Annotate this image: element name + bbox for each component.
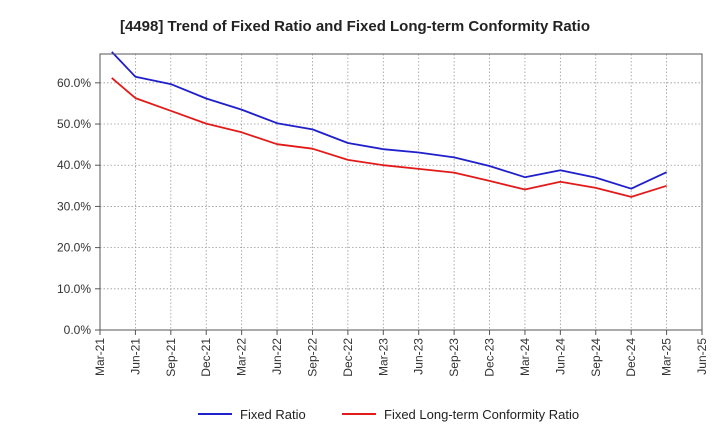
grid xyxy=(100,54,702,330)
series-line-0 xyxy=(111,51,667,190)
legend-label: Fixed Long-term Conformity Ratio xyxy=(384,407,579,422)
x-tick-label: Mar-25 xyxy=(660,338,674,376)
x-tick-label: Sep-23 xyxy=(447,338,461,377)
x-axis-ticks: Mar-21 Jun-21 Sep-21 Dec-21 Mar-22 Jun-22 Sep-… xyxy=(93,330,709,377)
legend: Fixed Ratio Fixed Long-term Conformity Ra… xyxy=(198,407,579,422)
plot-area-border xyxy=(99,53,703,331)
x-tick-label: Sep-22 xyxy=(305,338,319,377)
y-tick-label: 10.0% xyxy=(57,282,91,296)
y-axis-ticks: 0.0% 10.0% 20.0% 30.0% 40.0% 50.0% 60.0% xyxy=(57,76,100,337)
x-tick-label: Mar-21 xyxy=(93,338,107,376)
x-tick-label: Dec-22 xyxy=(341,338,355,377)
y-tick-label: 40.0% xyxy=(57,158,91,172)
x-tick-label: Mar-23 xyxy=(376,338,390,376)
x-tick-label: Jun-23 xyxy=(412,338,426,375)
y-tick-label: 50.0% xyxy=(57,117,91,131)
y-tick-label: 0.0% xyxy=(64,323,92,337)
x-tick-label: Dec-24 xyxy=(624,338,638,377)
x-tick-label: Dec-23 xyxy=(483,338,497,377)
x-tick-label: Mar-24 xyxy=(518,338,532,376)
x-tick-label: Mar-22 xyxy=(235,338,249,376)
series-line-1 xyxy=(111,77,667,198)
x-tick-label: Jun-21 xyxy=(128,338,142,375)
x-tick-label: Dec-21 xyxy=(199,338,213,377)
x-tick-label: Jun-22 xyxy=(270,338,284,375)
x-tick-label: Jun-25 xyxy=(695,338,709,375)
legend-label: Fixed Ratio xyxy=(240,407,306,422)
chart-title: [4498] Trend of Fixed Ratio and Fixed Lo… xyxy=(120,18,590,35)
x-tick-label: Jun-24 xyxy=(553,338,567,375)
y-tick-label: 20.0% xyxy=(57,241,91,255)
x-tick-label: Sep-21 xyxy=(164,338,178,377)
y-tick-label: 60.0% xyxy=(57,76,91,90)
y-tick-label: 30.0% xyxy=(57,199,91,213)
series-layer xyxy=(111,51,667,198)
x-tick-label: Sep-24 xyxy=(589,338,603,377)
